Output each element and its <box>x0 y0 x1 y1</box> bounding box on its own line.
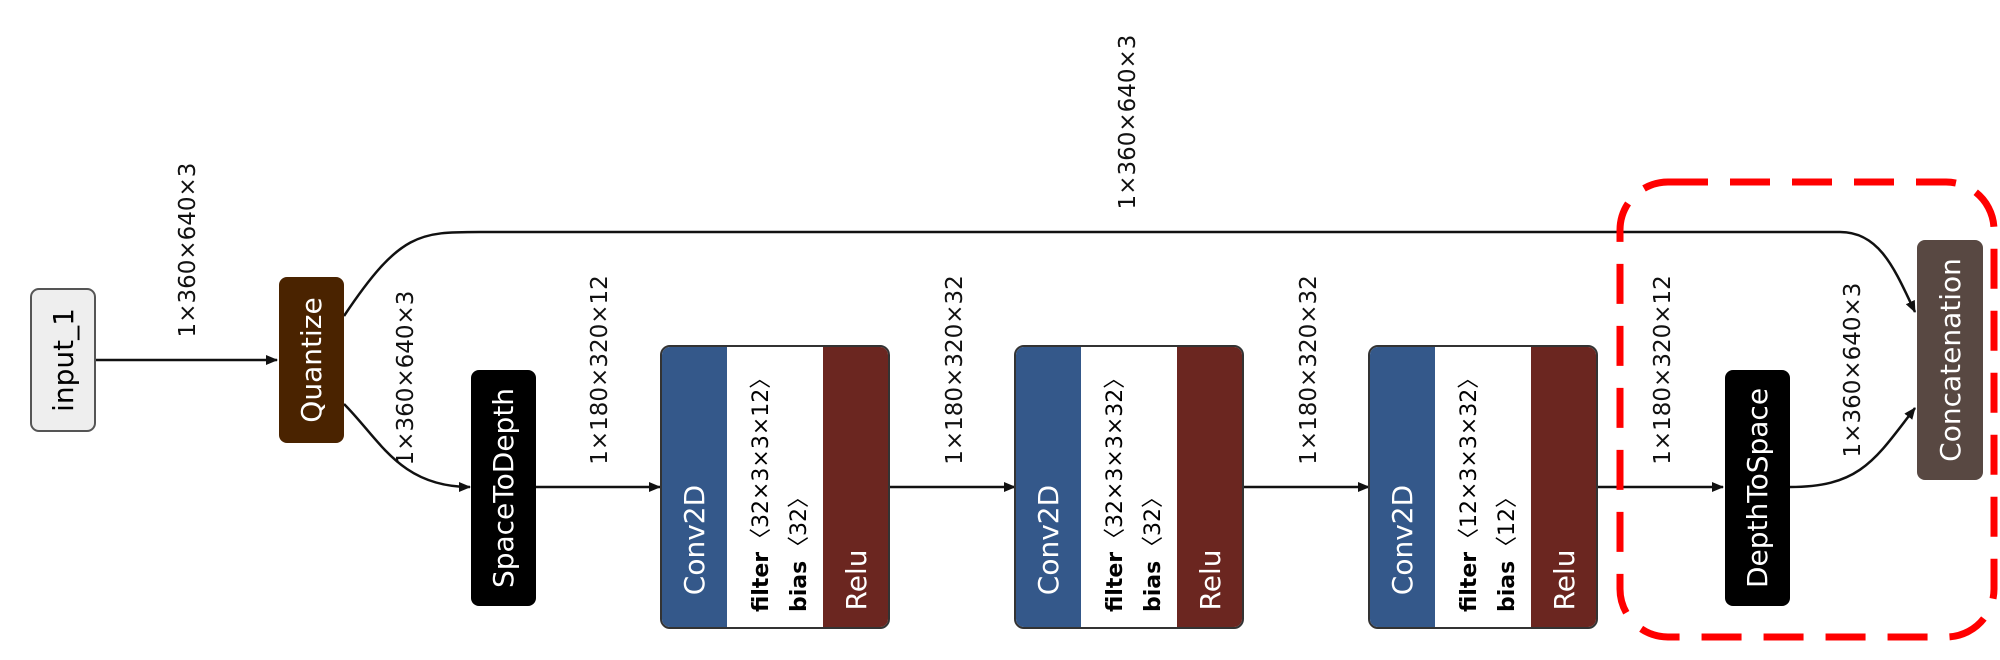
quantize-node[interactable]: Quantize <box>279 277 344 443</box>
conv2-bias-value: 〈32〉 <box>1141 486 1166 558</box>
conv3-op-label: Conv2D <box>1386 485 1419 595</box>
conv-block-3[interactable]: Conv2D filter 〈12×3×3×32〉 bias 〈12〉 Relu <box>1368 345 1598 629</box>
conv2-filter-value: 〈32×3×3×32〉 <box>1103 367 1128 550</box>
edge-label-input-to-quantize: 1×360×640×3 <box>175 163 201 338</box>
conv2-filter-key: filter <box>1103 552 1128 612</box>
conv1-activation-label: Relu <box>840 550 873 611</box>
spacetodepth-node[interactable]: SpaceToDepth <box>471 370 536 606</box>
edge-label-depthtospace-to-concatenation: 1×360×640×3 <box>1840 283 1866 458</box>
spacetodepth-node-label: SpaceToDepth <box>487 388 520 588</box>
highlight-dashed-box <box>1616 178 1998 641</box>
concatenation-node-label: Concatenation <box>1934 258 1967 462</box>
conv1-filter-key: filter <box>749 552 774 612</box>
conv2-op-label: Conv2D <box>1032 485 1065 595</box>
edge-label-conv2-to-conv3: 1×180×320×32 <box>1296 275 1322 465</box>
conv3-bias-key: bias <box>1495 561 1520 612</box>
edge-label-conv1-to-conv2: 1×180×320×32 <box>942 275 968 465</box>
conv2-activation-label: Relu <box>1194 550 1227 611</box>
conv2-bias-key: bias <box>1141 561 1166 612</box>
conv3-filter-key: filter <box>1457 552 1482 612</box>
conv-block-1[interactable]: Conv2D filter 〈32×3×3×12〉 bias 〈32〉 Relu <box>660 345 890 629</box>
conv1-filter-value: 〈32×3×3×12〉 <box>749 367 774 550</box>
edge-label-quantize-to-concatenation: 1×360×640×3 <box>1115 35 1141 210</box>
conv1-op-label: Conv2D <box>678 485 711 595</box>
edge-label-quantize-to-spacetodepth: 1×360×640×3 <box>393 291 419 466</box>
conv1-bias-key: bias <box>787 561 812 612</box>
conv3-activation-label: Relu <box>1548 550 1581 611</box>
input-node[interactable]: input_1 <box>30 288 96 432</box>
conv1-bias-value: 〈32〉 <box>787 486 812 558</box>
edge-label-conv3-to-depthtospace: 1×180×320×12 <box>1650 275 1676 465</box>
edge-depthtospace-to-concatenation <box>1789 407 1916 489</box>
concatenation-node[interactable]: Concatenation <box>1917 240 1983 480</box>
edge-quantize-to-spacetodepth <box>343 403 471 492</box>
edge-label-spacetodepth-to-conv1: 1×180×320×12 <box>587 275 613 465</box>
conv3-bias-value: 〈12〉 <box>1495 486 1520 558</box>
depthtospace-node-label: DepthToSpace <box>1741 388 1774 588</box>
edge-quantize-to-concatenation <box>342 230 1917 317</box>
input-node-label: input_1 <box>47 308 80 412</box>
quantize-node-label: Quantize <box>295 297 328 422</box>
depthtospace-node[interactable]: DepthToSpace <box>1725 370 1790 606</box>
conv3-filter-value: 〈12×3×3×32〉 <box>1457 367 1482 550</box>
conv-block-2[interactable]: Conv2D filter 〈32×3×3×32〉 bias 〈32〉 Relu <box>1014 345 1244 629</box>
